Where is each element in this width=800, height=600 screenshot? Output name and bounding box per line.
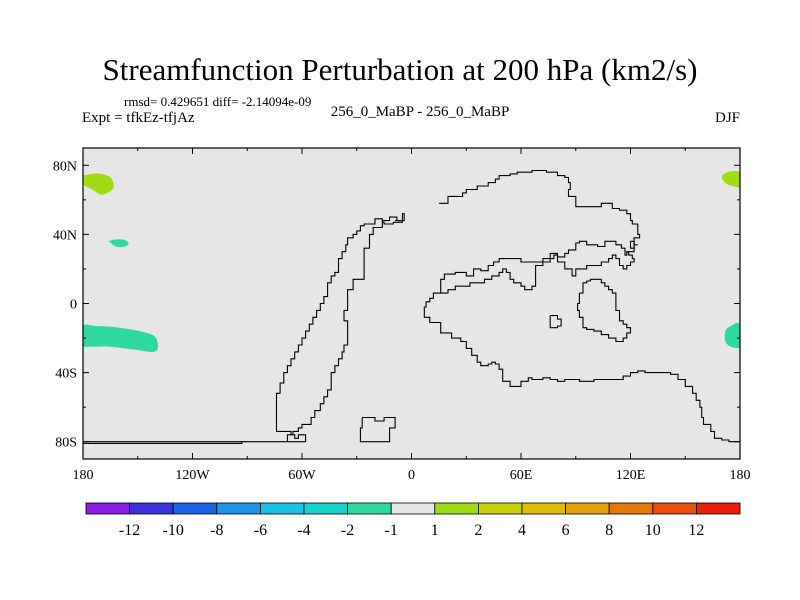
y-tick-label: 80N bbox=[53, 159, 77, 174]
filled-region-north-pacific-mid-lat bbox=[107, 239, 129, 248]
y-tick-label: 40S bbox=[55, 367, 77, 382]
colorbar-swatch bbox=[434, 502, 479, 515]
coastline-arabia-india bbox=[440, 251, 635, 294]
y-tick-label: 40N bbox=[53, 228, 77, 243]
colorbar-swatch bbox=[172, 502, 218, 515]
y-tick-label: 80S bbox=[55, 436, 77, 451]
colorbar-swatch bbox=[477, 502, 523, 515]
colorbar-swatch bbox=[390, 502, 436, 515]
stats-line: rmsd= 0.429651 diff= -2.14094e-09 bbox=[124, 94, 312, 109]
x-tick-label: 60E bbox=[510, 468, 533, 483]
colorbar-label: 1 bbox=[431, 522, 439, 539]
colorbar-swatch bbox=[85, 502, 130, 515]
map-layer: 180 120W 60W 0 60E 120E 180 80N 40N 0 40S 80S bbox=[53, 147, 751, 483]
filled-region-east-edge-south bbox=[724, 322, 740, 349]
coastline-australia bbox=[577, 278, 632, 343]
colorbar-swatch bbox=[521, 502, 566, 515]
colorbar-swatch bbox=[652, 502, 697, 515]
center-label: 256_0_MaBP - 256_0_MaBP bbox=[330, 104, 510, 120]
coastline-antarctic-island bbox=[359, 416, 396, 443]
x-tick-label: 120W bbox=[175, 468, 210, 483]
colorbar-swatch bbox=[303, 502, 348, 515]
x-tick-label: 0 bbox=[408, 468, 415, 483]
colorbar-label: 12 bbox=[688, 522, 704, 539]
colorbar-swatch bbox=[216, 502, 261, 515]
colorbar-label: -4 bbox=[297, 522, 310, 539]
coastline-eurasia-africa bbox=[423, 169, 740, 443]
y-tick-label: 0 bbox=[70, 298, 77, 313]
experiment-label: Expt = tfkEz-tfjAz bbox=[82, 110, 195, 126]
colorbar-swatch bbox=[608, 502, 654, 515]
colorbar-label: -6 bbox=[254, 522, 267, 539]
filled-region-north-pacific-high-lat bbox=[83, 173, 114, 195]
colorbar-swatch bbox=[259, 502, 305, 515]
x-tick-label: 180 bbox=[73, 468, 94, 483]
colorbar-label: 8 bbox=[605, 522, 613, 539]
x-tick-label: 120E bbox=[616, 468, 646, 483]
colorbar-swatch bbox=[696, 502, 741, 515]
colorbar-label: 2 bbox=[474, 522, 482, 539]
season-label: DJF bbox=[714, 110, 740, 126]
colorbar-label: -1 bbox=[385, 522, 398, 539]
chart-title: Streamfunction Perturbation at 200 hPa (… bbox=[102, 52, 698, 87]
coastline-tiny-island bbox=[629, 240, 635, 249]
colorbar-label: -10 bbox=[163, 522, 184, 539]
colorbar-label: -2 bbox=[341, 522, 354, 539]
colorbar: -12 -10 -8 -6 -4 -2 -1 1 2 4 6 8 10 12 bbox=[85, 502, 741, 539]
filled-region-south-pacific bbox=[83, 324, 159, 352]
map-content bbox=[83, 169, 740, 444]
coastline-madagascar-ish bbox=[549, 315, 562, 329]
colorbar-swatch bbox=[565, 502, 610, 515]
x-tick-label: 180 bbox=[730, 468, 751, 483]
map-background bbox=[83, 148, 740, 459]
colorbar-label: 6 bbox=[562, 522, 570, 539]
colorbar-label: 10 bbox=[645, 522, 661, 539]
filled-region-east-edge-high-lat bbox=[721, 170, 740, 188]
colorbar-label: 4 bbox=[518, 522, 526, 539]
colorbar-label: -8 bbox=[210, 522, 223, 539]
colorbar-label: -12 bbox=[119, 522, 140, 539]
x-tick-label: 60W bbox=[288, 468, 316, 483]
colorbar-swatch bbox=[347, 502, 392, 515]
coastline-americas bbox=[83, 213, 405, 444]
colorbar-swatch bbox=[129, 502, 174, 515]
